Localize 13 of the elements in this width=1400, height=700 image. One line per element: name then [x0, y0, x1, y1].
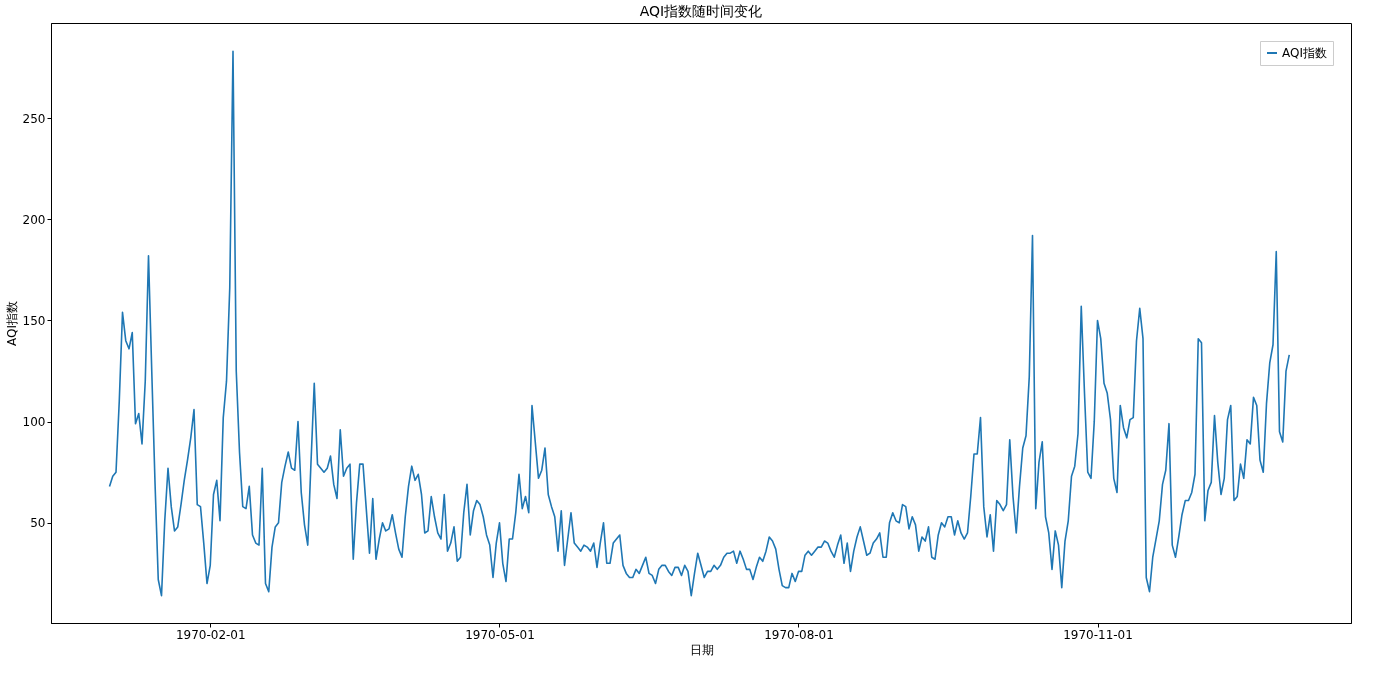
y-tick-label: 250 [22, 111, 46, 126]
y-tick-label: 100 [22, 415, 46, 430]
x-tick-label: 1970-08-01 [764, 627, 834, 642]
y-tick-label: 200 [22, 212, 46, 227]
x-tick-label: 1970-11-01 [1063, 627, 1133, 642]
y-tick-label: 50 [30, 516, 46, 531]
y-axis-title: AQI指数 [4, 301, 19, 346]
chart-title: AQI指数随时间变化 [639, 3, 763, 19]
y-tick-label: 150 [22, 313, 46, 328]
legend-label: AQI指数 [1282, 46, 1327, 60]
x-tick-label: 1970-05-01 [465, 627, 535, 642]
x-tick-label: 1970-02-01 [175, 627, 246, 642]
x-axis-title: 日期 [689, 642, 714, 657]
